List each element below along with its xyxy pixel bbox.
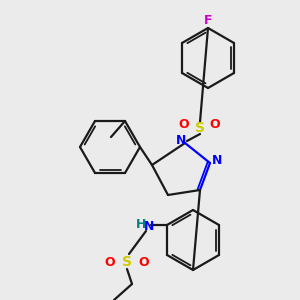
Text: O: O	[139, 256, 149, 268]
Text: N: N	[176, 134, 186, 146]
Text: O: O	[105, 256, 115, 268]
Text: S: S	[195, 121, 205, 135]
Text: S: S	[122, 255, 132, 269]
Text: O: O	[179, 118, 189, 131]
Text: N: N	[212, 154, 222, 167]
Text: O: O	[210, 118, 220, 131]
Text: H: H	[136, 218, 146, 230]
Text: F: F	[204, 14, 212, 28]
Text: N: N	[144, 220, 154, 232]
